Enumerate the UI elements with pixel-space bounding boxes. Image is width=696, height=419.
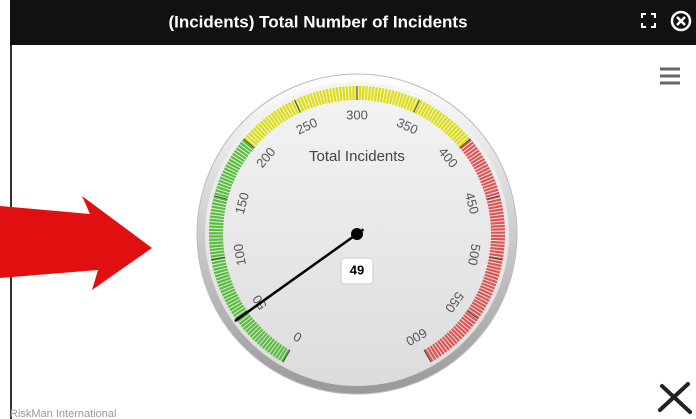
annotation-arrow (0, 196, 152, 290)
tick-label: 100 (230, 243, 249, 267)
tick-mark (293, 99, 301, 113)
gauge-title: Total Incidents (309, 148, 405, 165)
close-button[interactable] (670, 10, 692, 32)
tick-label: 450 (462, 191, 482, 216)
tick-label: 500 (465, 243, 484, 267)
needle-pivot (351, 228, 363, 240)
tick-mark (213, 195, 228, 200)
panel-title: (Incidents) Total Number of Incidents (168, 12, 467, 31)
tick-mark (459, 138, 471, 149)
tick-mark (466, 310, 479, 320)
tick-label: 300 (346, 107, 368, 122)
tick-mark (211, 256, 226, 261)
tick-mark (486, 195, 501, 200)
tick-mark (413, 99, 421, 113)
value-label: 49 (350, 262, 364, 277)
menu-button[interactable] (660, 67, 680, 85)
tools-icon[interactable] (658, 382, 692, 414)
credits: RiskMan International (10, 408, 116, 419)
tick-mark (282, 349, 291, 363)
tick-label: 150 (232, 191, 252, 216)
tick-mark (488, 256, 503, 261)
tick-mark (423, 349, 432, 363)
tick-mark (243, 138, 255, 149)
maximize-button[interactable] (641, 13, 656, 28)
value-box (340, 257, 374, 285)
title-bar (10, 0, 696, 45)
needle (234, 228, 365, 323)
